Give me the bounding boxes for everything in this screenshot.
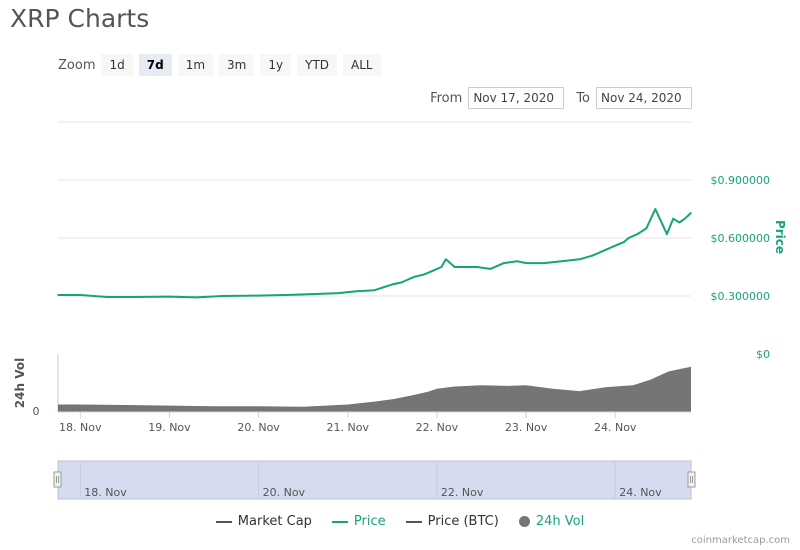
volume-axis-zero-label: 0	[33, 405, 40, 418]
price-point	[195, 296, 197, 299]
x-tick-label: 19. Nov	[148, 421, 191, 434]
zoom-button-1d[interactable]: 1d	[101, 54, 133, 76]
price-point	[645, 227, 648, 230]
navigator-left-handle[interactable]	[53, 471, 62, 488]
price-point	[462, 266, 465, 268]
price-point	[578, 258, 581, 261]
price-point	[543, 262, 545, 264]
volume-swatch	[518, 516, 530, 527]
zoom-label: Zoom	[58, 57, 96, 73]
navigator-right-handle[interactable]	[687, 471, 696, 488]
price-swatch	[331, 520, 348, 523]
market-cap-swatch	[215, 520, 232, 523]
legend-price-btc[interactable]: Price (BTC)	[405, 514, 499, 529]
y-tick-label: $0	[756, 348, 770, 361]
x-tick-label: 22. Nov	[416, 421, 459, 434]
price-point	[311, 293, 313, 295]
y-axis-title: Price	[773, 220, 787, 254]
legend-volume-label: 24h Vol	[535, 514, 585, 529]
price-point	[476, 266, 478, 268]
price-point	[453, 266, 456, 268]
zoom-button-ytd[interactable]: YTD	[297, 54, 338, 76]
price-point	[422, 273, 425, 276]
navigator-tick-label: 20. Nov	[263, 486, 306, 499]
price-point	[257, 294, 260, 297]
navigator-tick-label: 18. Nov	[84, 486, 127, 499]
navigator-tick-label: 22. Nov	[441, 486, 484, 499]
price-point	[168, 295, 171, 298]
date-range: From To	[430, 87, 692, 109]
price-point	[355, 290, 358, 293]
zoom-button-1y[interactable]: 1y	[260, 54, 292, 76]
price-point	[614, 244, 616, 247]
legend: Market Cap Price Price (BTC) 24h Vol	[0, 514, 800, 529]
price-point	[503, 262, 505, 264]
legend-market-cap-label: Market Cap	[237, 514, 312, 529]
x-tick-label: 20. Nov	[237, 421, 280, 434]
price-point	[445, 258, 447, 261]
price-point	[133, 296, 135, 298]
price-point	[654, 208, 657, 210]
legend-market-cap[interactable]: Market Cap	[215, 514, 312, 529]
price-point	[678, 221, 681, 224]
volume-axis-title: 24h Vol	[13, 358, 27, 408]
legend-volume[interactable]: 24h Vol	[518, 514, 585, 529]
price-point	[659, 217, 661, 220]
price-point	[440, 266, 443, 268]
price-point	[666, 233, 668, 235]
price-point	[690, 212, 692, 214]
price-point	[605, 248, 608, 251]
y-tick-label: $0.300000	[711, 290, 771, 303]
from-label: From	[430, 90, 463, 106]
price-point	[57, 294, 59, 296]
page-title: XRP Charts	[10, 4, 150, 33]
x-tick-label: 24. Nov	[594, 421, 637, 434]
price-point	[373, 289, 376, 292]
price-point	[431, 270, 434, 272]
price-point	[284, 294, 287, 296]
price-point	[592, 254, 594, 257]
price-point	[222, 295, 224, 297]
zoom-button-all[interactable]: ALL	[343, 54, 381, 76]
price-point	[623, 241, 625, 243]
price-point	[106, 296, 108, 298]
x-tick-label: 18. Nov	[59, 421, 102, 434]
zoom-controls: Zoom 1d 7d 1m 3m 1y YTD ALL	[58, 54, 387, 76]
price-btc-swatch	[405, 520, 422, 523]
credit-link[interactable]: coinmarketcap.com	[691, 535, 790, 546]
price-point	[413, 275, 416, 278]
price-point	[489, 268, 492, 270]
volume-area	[58, 366, 691, 412]
x-tick-label: 23. Nov	[505, 421, 548, 434]
zoom-button-7d[interactable]: 7d	[138, 54, 172, 76]
x-tick-label: 21. Nov	[327, 421, 370, 434]
legend-price-btc-label: Price (BTC)	[427, 514, 499, 529]
to-date-input[interactable]	[596, 87, 692, 109]
price-point	[627, 237, 630, 239]
price-point	[391, 283, 394, 286]
price-point	[560, 260, 563, 263]
legend-price[interactable]: Price	[331, 514, 386, 529]
y-tick-label: $0.600000	[711, 232, 771, 245]
price-point	[79, 294, 82, 296]
legend-price-label: Price	[353, 514, 386, 529]
y-tick-label: $0.900000	[711, 174, 771, 187]
price-line	[58, 208, 692, 299]
price-point	[516, 260, 518, 263]
from-date-input[interactable]	[468, 87, 565, 109]
price-point	[338, 292, 340, 294]
zoom-button-1m[interactable]: 1m	[177, 54, 214, 76]
navigator[interactable]: 18. Nov 20. Nov 22. Nov 24. Nov	[53, 460, 696, 500]
zoom-button-3m[interactable]: 3m	[219, 54, 255, 76]
price-point	[636, 233, 639, 235]
to-label: To	[576, 90, 590, 106]
price-point	[684, 217, 686, 220]
price-point	[672, 217, 674, 220]
price-point	[525, 262, 527, 264]
price-point	[400, 281, 403, 284]
navigator-tick-label: 24. Nov	[619, 486, 662, 499]
